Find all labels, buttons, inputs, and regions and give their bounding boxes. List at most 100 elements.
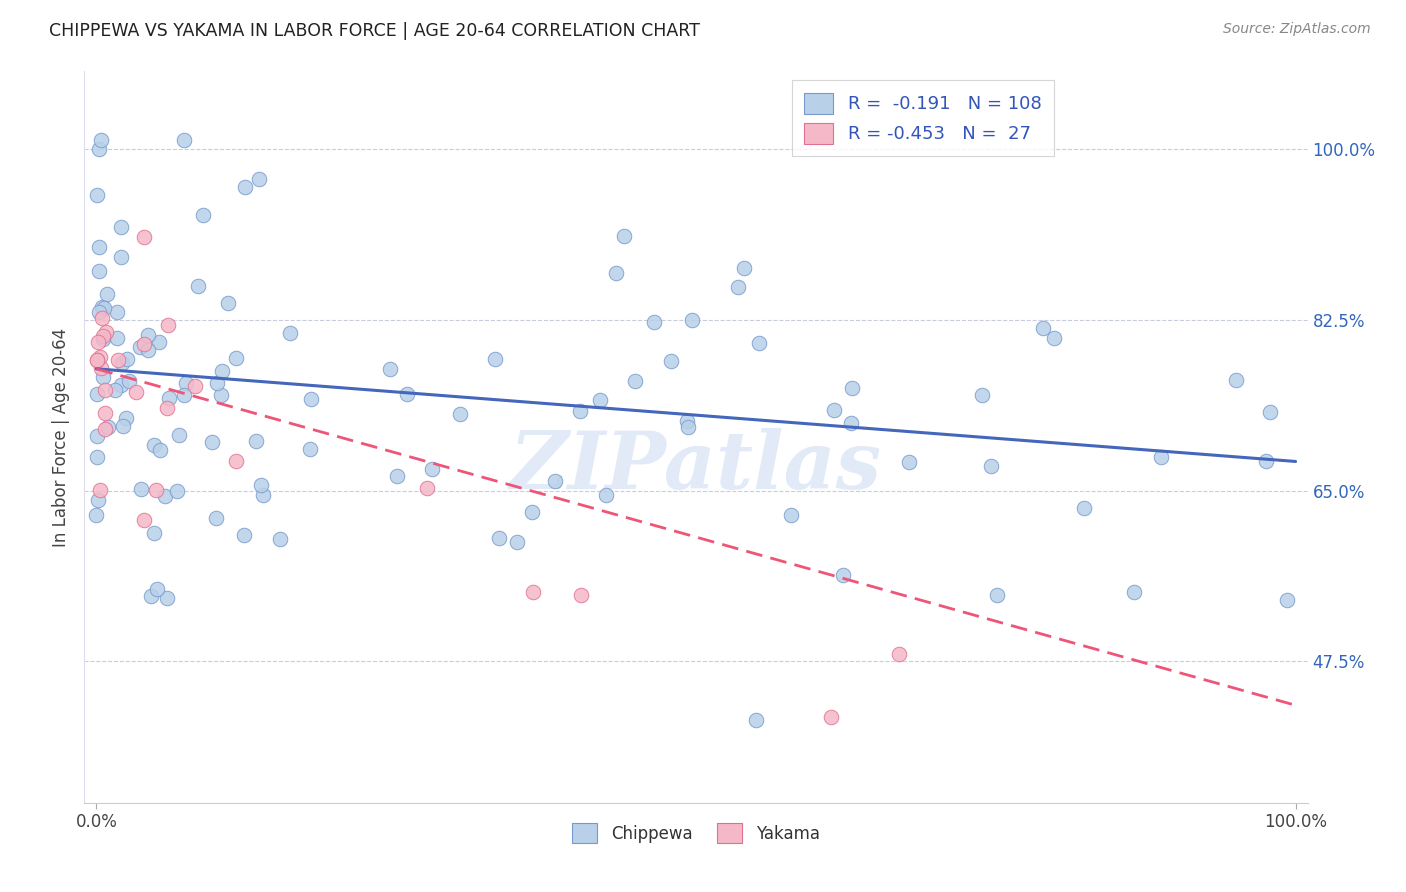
Point [278,326,301,340]
Point [86,188,108,202]
Point [233,528,256,542]
Point [420,462,443,476]
Point [780,508,803,522]
Point [245,434,267,448]
Y-axis label: In Labor Force | Age 20-64: In Labor Force | Age 20-64 [52,327,70,547]
Point [187,278,209,293]
Point [659,353,682,368]
Point [225,454,247,468]
Point [588,393,610,408]
Point [299,392,322,406]
Point [249,478,271,492]
Point [380,362,402,376]
Point [980,458,1002,473]
Point [733,261,755,276]
Point [125,385,148,400]
Point [145,483,167,498]
Point [155,489,177,503]
Point [174,376,197,390]
Point [94,422,117,436]
Point [623,374,645,388]
Point [520,505,543,519]
Point [247,171,270,186]
Point [173,388,195,402]
Point [211,364,233,378]
Point [112,418,135,433]
Point [134,513,156,527]
Point [643,314,665,328]
Point [110,250,132,264]
Point [1123,584,1146,599]
Point [488,531,510,545]
Point [568,404,591,418]
Point [111,356,134,370]
Point [269,532,291,546]
Point [143,438,166,452]
Point [897,455,920,469]
Point [117,374,139,388]
Point [157,318,180,332]
Point [416,481,439,495]
Point [605,266,627,280]
Point [970,388,993,402]
Point [110,220,132,235]
Point [91,310,114,325]
Point [191,208,214,222]
Point [134,337,156,351]
Text: CHIPPEWA VS YAKAMA IN LABOR FORCE | AGE 20-64 CORRELATION CHART: CHIPPEWA VS YAKAMA IN LABOR FORCE | AGE … [49,22,700,40]
Point [90,133,112,147]
Point [1073,501,1095,516]
Point [93,383,115,397]
Point [675,414,697,428]
Point [217,296,239,310]
Point [1225,373,1247,387]
Point [90,361,112,376]
Point [87,493,110,508]
Point [93,301,115,316]
Point [86,353,108,368]
Point [166,484,188,499]
Point [744,714,766,728]
Point [86,429,108,443]
Point [86,450,108,465]
Point [86,387,108,401]
Point [727,280,749,294]
Point [748,336,770,351]
Point [107,331,129,345]
Point [1043,330,1066,344]
Point [1254,454,1277,468]
Point [91,332,114,346]
Point [613,228,636,243]
Point [157,391,180,405]
Point [823,403,845,417]
Point [90,300,112,314]
Point [204,511,226,525]
Point [87,335,110,350]
Point [96,287,118,301]
Point [94,406,117,420]
Point [104,383,127,397]
Point [87,142,110,156]
Point [149,443,172,458]
Point [184,378,207,392]
Point [91,329,114,343]
Point [831,567,853,582]
Point [1258,405,1281,419]
Point [155,591,177,606]
Point [167,428,190,442]
Point [87,305,110,319]
Point [105,305,128,319]
Point [136,327,159,342]
Point [201,434,224,449]
Point [89,351,111,365]
Point [387,469,409,483]
Point [145,582,167,597]
Point [484,351,506,366]
Text: ZIPatlas: ZIPatlas [510,427,882,505]
Point [205,376,228,391]
Point [136,343,159,358]
Point [681,313,703,327]
Point [96,326,118,340]
Point [143,526,166,541]
Point [139,590,162,604]
